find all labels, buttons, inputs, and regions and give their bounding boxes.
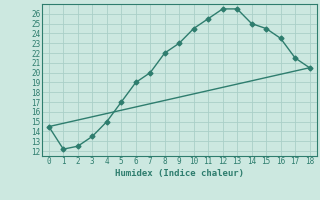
X-axis label: Humidex (Indice chaleur): Humidex (Indice chaleur) <box>115 169 244 178</box>
